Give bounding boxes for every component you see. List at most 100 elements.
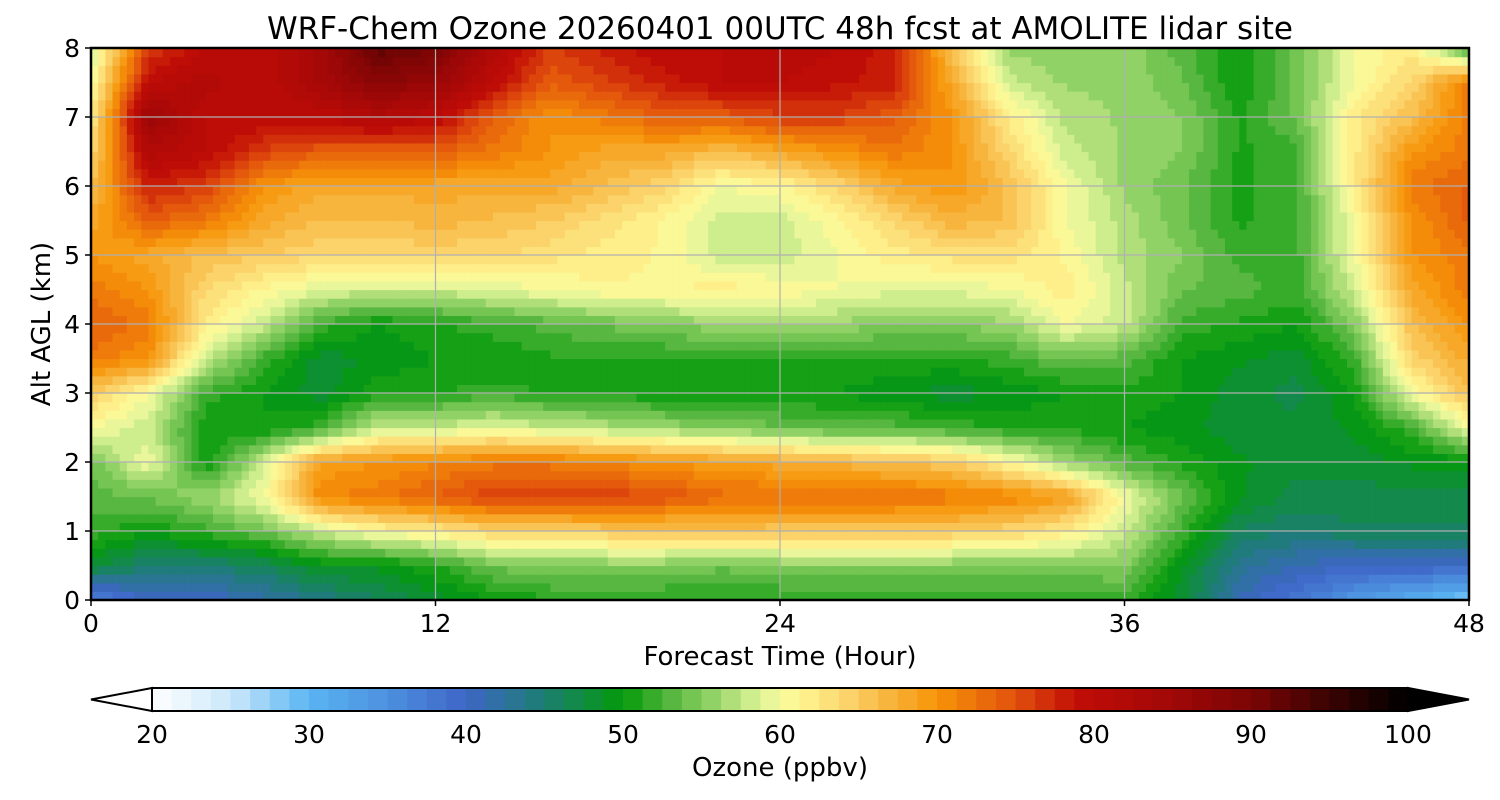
heatmap-cell (851, 470, 860, 480)
heatmap-cell (945, 444, 953, 454)
heatmap-cell (1397, 556, 1406, 567)
heatmap-cell (751, 539, 760, 549)
heatmap-cell (478, 470, 487, 480)
heatmap-cell (902, 522, 910, 532)
heatmap-cell (607, 531, 616, 541)
heatmap-cell (335, 513, 343, 523)
heatmap-cell (736, 384, 745, 394)
heatmap-cell (205, 410, 214, 420)
heatmap-cell (327, 462, 336, 472)
heatmap-cell (112, 505, 121, 515)
heatmap-cell (844, 522, 853, 532)
heatmap-cell (256, 375, 264, 385)
heatmap-cell (1289, 453, 1298, 463)
heatmap-cell (1174, 496, 1183, 506)
heatmap-cell (1009, 582, 1018, 592)
heatmap-cell (937, 548, 946, 558)
heatmap-cell (413, 565, 422, 575)
heatmap-cell (299, 462, 307, 472)
heatmap-cell (772, 393, 781, 403)
heatmap-cell (177, 531, 185, 541)
heatmap-cell (141, 384, 150, 394)
heatmap-cell (205, 462, 214, 472)
heatmap-cell (1239, 531, 1248, 541)
heatmap-cell (313, 462, 322, 472)
heatmap-cell (614, 479, 623, 489)
heatmap-cell (442, 453, 451, 463)
heatmap-cell (119, 470, 128, 480)
heatmap-cell (1303, 539, 1312, 549)
heatmap-cell (1138, 496, 1147, 506)
heatmap-cell (866, 479, 874, 489)
heatmap-cell (356, 427, 365, 437)
heatmap-cell (141, 393, 150, 403)
heatmap-cell (1311, 462, 1319, 472)
heatmap-cell (1067, 556, 1075, 567)
heatmap-cell (557, 513, 566, 523)
heatmap-cell (930, 418, 939, 429)
heatmap-cell (1174, 487, 1183, 498)
heatmap-cell (607, 427, 616, 437)
heatmap-cell (378, 393, 386, 403)
heatmap-cell (686, 496, 695, 506)
heatmap-cell (736, 375, 745, 385)
heatmap-cell (349, 548, 358, 558)
heatmap-cell (284, 427, 293, 437)
heatmap-cell (342, 531, 350, 541)
heatmap-cell (241, 531, 250, 541)
heatmap-cell (1088, 462, 1097, 472)
heatmap-cell (744, 410, 752, 420)
heatmap-cell (1146, 556, 1154, 567)
heatmap-cell (1232, 574, 1240, 584)
heatmap-cell (643, 418, 652, 429)
heatmap-cell (801, 565, 810, 575)
heatmap-cell (557, 444, 566, 454)
heatmap-cell (1153, 384, 1161, 394)
heatmap-cell (134, 470, 142, 480)
heatmap-cell (614, 548, 623, 558)
heatmap-cell (256, 574, 264, 584)
heatmap-cell (1088, 539, 1097, 549)
heatmap-cell (1167, 522, 1176, 532)
heatmap-cell (1160, 427, 1169, 437)
heatmap-cell (399, 539, 408, 549)
heatmap-cell (320, 539, 329, 549)
heatmap-cell (1045, 410, 1054, 420)
heatmap-cell (744, 522, 752, 532)
heatmap-cell (1454, 565, 1463, 575)
heatmap-cell (356, 513, 365, 523)
heatmap-cell (191, 582, 200, 592)
heatmap-cell (1433, 582, 1441, 592)
heatmap-cell (916, 444, 925, 454)
heatmap-cell (1325, 410, 1334, 420)
heatmap-cell (1260, 582, 1269, 592)
heatmap-cell (1260, 496, 1269, 506)
heatmap-cell (902, 453, 910, 463)
heatmap-cell (1339, 487, 1348, 498)
heatmap-cell (256, 513, 264, 523)
heatmap-cell (1289, 462, 1298, 472)
heatmap-cell (442, 591, 451, 601)
heatmap-cell (665, 513, 673, 523)
heatmap-cell (1067, 462, 1075, 472)
heatmap-cell (349, 410, 358, 420)
heatmap-cell (241, 470, 250, 480)
heatmap-cell (815, 556, 824, 567)
heatmap-cell (736, 548, 745, 558)
heatmap-cell (686, 444, 695, 454)
heatmap-cell (858, 539, 867, 549)
heatmap-cell (1052, 548, 1061, 558)
heatmap-cell (636, 487, 645, 498)
heatmap-cell (1282, 548, 1291, 558)
heatmap-cell (643, 565, 652, 575)
heatmap-cell (428, 384, 437, 394)
heatmap-cell (1131, 487, 1140, 498)
heatmap-cell (679, 462, 688, 472)
heatmap-cell (1217, 375, 1226, 385)
heatmap-cell (1397, 384, 1406, 394)
heatmap-cell (385, 582, 394, 592)
heatmap-cell (1131, 375, 1140, 385)
heatmap-cell (134, 393, 142, 403)
heatmap-cell (744, 436, 752, 446)
heatmap-cell (1189, 375, 1197, 385)
